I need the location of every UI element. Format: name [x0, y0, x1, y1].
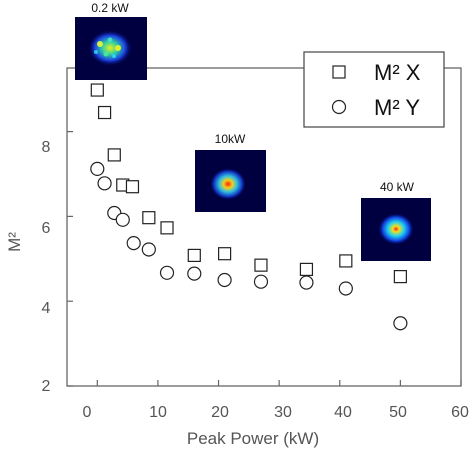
x-tick-label: 50	[389, 404, 407, 421]
beam-image-0-2kw	[75, 17, 147, 80]
point-m2x	[90, 83, 104, 97]
y-tick-label: 8	[42, 139, 51, 156]
point-m2x	[97, 105, 112, 120]
point-m2y	[217, 272, 232, 288]
point-m2y	[141, 242, 156, 257]
point-m2y	[159, 265, 175, 280]
beam-label-10kw: 10kW	[215, 132, 246, 146]
data-points	[90, 83, 408, 331]
point-m2x	[142, 211, 156, 225]
point-m2y	[126, 236, 141, 251]
beam-image-10kw	[195, 150, 266, 212]
point-m2x	[254, 258, 268, 272]
point-m2x	[393, 270, 407, 284]
x-axis-label: Peak Power (kW)	[187, 429, 319, 448]
legend: M² X M² Y	[303, 51, 445, 128]
y-tick-label: 2	[42, 378, 51, 395]
legend-square-marker	[332, 65, 346, 79]
legend-label-mx: M² X	[374, 60, 421, 85]
y-tick-label: 4	[42, 300, 51, 317]
legend-circle-marker	[331, 99, 347, 115]
x-tick-label: 60	[451, 404, 469, 421]
x-tick-label: 20	[211, 404, 229, 421]
legend-label-my: M² Y	[374, 95, 420, 120]
x-tick-label: 0	[83, 404, 92, 421]
point-m2y	[299, 275, 314, 290]
point-m2y	[97, 176, 112, 191]
y-axis-label: M²	[5, 232, 24, 252]
beam-label-40kw: 40 kW	[380, 180, 415, 194]
point-m2y	[187, 266, 202, 281]
beam-label-0-2kw: 0.2 kW	[91, 1, 129, 15]
point-m2x	[339, 254, 353, 268]
point-m2x	[125, 180, 140, 194]
point-m2y	[90, 161, 105, 177]
point-m2x	[107, 148, 121, 162]
y-tick-label: 6	[42, 220, 51, 237]
point-m2y	[338, 281, 353, 296]
x-tick-label: 30	[274, 404, 292, 421]
point-m2x	[299, 262, 314, 276]
point-m2y	[393, 316, 408, 331]
beam-image-40kw	[361, 198, 431, 261]
plot-frame	[66, 67, 462, 387]
legend-box	[303, 51, 445, 128]
x-tick-label: 10	[149, 404, 167, 421]
point-m2x	[160, 221, 174, 235]
x-tick-label: 40	[334, 404, 352, 421]
tick-marks	[67, 131, 462, 387]
point-m2y	[115, 212, 130, 227]
point-m2y	[253, 274, 269, 289]
point-m2x	[187, 248, 201, 263]
point-m2x	[218, 247, 232, 261]
